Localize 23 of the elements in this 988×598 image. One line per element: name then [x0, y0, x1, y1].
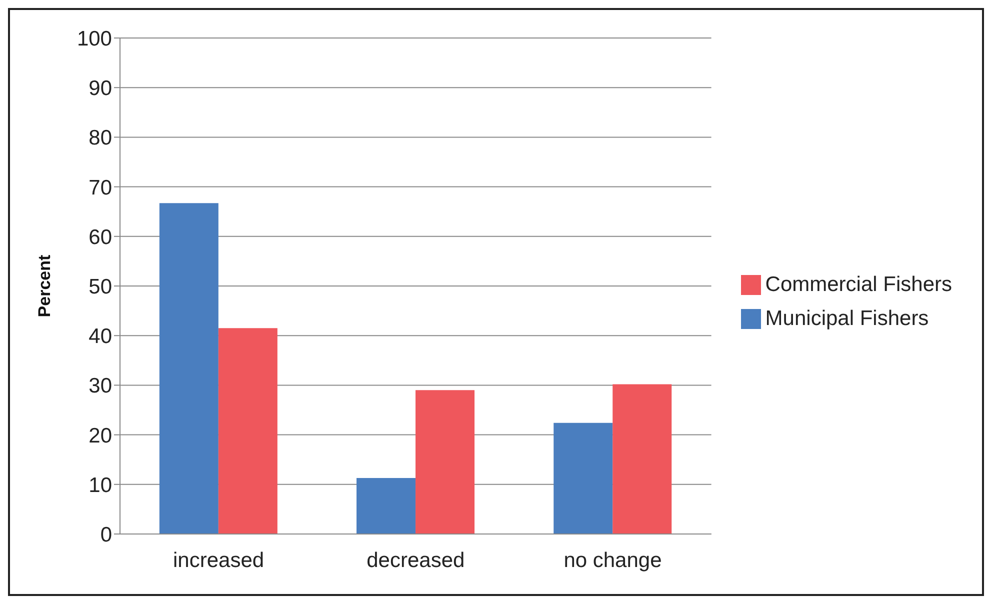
y-tick-label: 10: [88, 474, 112, 497]
y-tick-label: 90: [88, 77, 112, 100]
y-tick-label: 40: [88, 325, 112, 348]
bar: [159, 203, 218, 534]
bar: [416, 390, 475, 534]
bar: [356, 478, 416, 534]
y-tick-label: 80: [88, 126, 112, 150]
y-axis-title: Percent: [35, 254, 54, 318]
y-tick-label: 30: [88, 374, 112, 398]
y-tick-label: 100: [76, 27, 112, 50]
bar: [612, 384, 672, 534]
y-tick-label: 70: [88, 176, 112, 200]
y-tick-label: 50: [88, 275, 112, 298]
x-tick-label: increased: [173, 548, 264, 572]
legend-label: Commercial Fishers: [765, 273, 952, 296]
legend-label: Municipal Fishers: [765, 307, 929, 330]
x-tick-label: no change: [564, 548, 662, 572]
y-tick-label: 0: [100, 523, 112, 546]
bar: [218, 328, 278, 534]
y-tick-label: 60: [88, 226, 112, 249]
bar: [554, 422, 613, 534]
x-tick-label: decreased: [366, 548, 465, 572]
y-tick-label: 20: [88, 424, 112, 448]
